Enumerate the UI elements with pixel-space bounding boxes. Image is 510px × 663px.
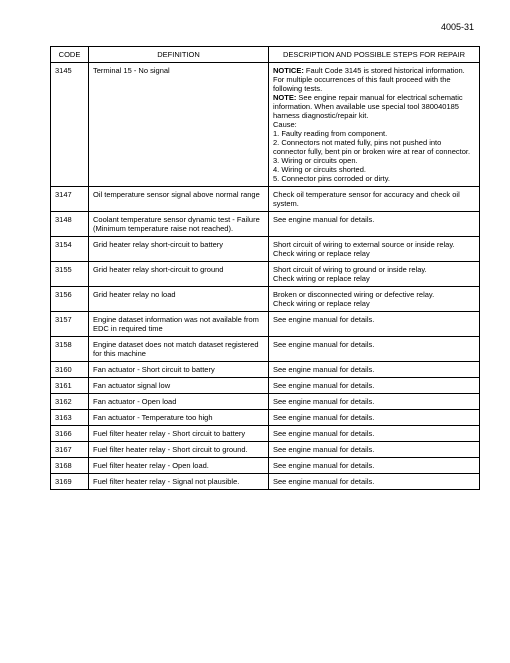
cell-description: See engine manual for details. <box>269 362 480 378</box>
cell-code: 3169 <box>51 474 89 490</box>
cell-code: 3168 <box>51 458 89 474</box>
cause-line: 1. Faulty reading from component. <box>273 129 387 138</box>
header-description: DESCRIPTION AND POSSIBLE STEPS FOR REPAI… <box>269 47 480 63</box>
table-row: 3148Coolant temperature sensor dynamic t… <box>51 212 480 237</box>
cell-code: 3157 <box>51 312 89 337</box>
cell-code: 3154 <box>51 237 89 262</box>
table-row: 3167Fuel filter heater relay - Short cir… <box>51 442 480 458</box>
table-row: 3168Fuel filter heater relay - Open load… <box>51 458 480 474</box>
cell-code: 3160 <box>51 362 89 378</box>
cell-definition: Engine dataset does not match dataset re… <box>89 337 269 362</box>
cell-definition: Grid heater relay short-circuit to groun… <box>89 262 269 287</box>
cause-line: 5. Connector pins corroded or dirty. <box>273 174 390 183</box>
cell-definition: Fan actuator - Short circuit to battery <box>89 362 269 378</box>
cell-description: See engine manual for details. <box>269 378 480 394</box>
cell-definition: Fan actuator signal low <box>89 378 269 394</box>
cell-description: NOTICE: Fault Code 3145 is stored histor… <box>269 63 480 187</box>
cell-description: See engine manual for details. <box>269 474 480 490</box>
cell-definition: Fuel filter heater relay - Open load. <box>89 458 269 474</box>
note-text: See engine repair manual for electrical … <box>273 93 463 120</box>
table-row: 3169Fuel filter heater relay - Signal no… <box>51 474 480 490</box>
cell-definition: Fan actuator - Open load <box>89 394 269 410</box>
cell-description: See engine manual for details. <box>269 337 480 362</box>
table-row: 3160Fan actuator - Short circuit to batt… <box>51 362 480 378</box>
header-definition: DEFINITION <box>89 47 269 63</box>
page: 4005-31 CODE DEFINITION DESCRIPTION AND … <box>0 0 510 663</box>
table-row: 3166Fuel filter heater relay - Short cir… <box>51 426 480 442</box>
cell-code: 3158 <box>51 337 89 362</box>
cell-code: 3156 <box>51 287 89 312</box>
cause-line: 3. Wiring or circuits open. <box>273 156 358 165</box>
cell-description: Short circuit of wiring to external sour… <box>269 237 480 262</box>
cell-description: See engine manual for details. <box>269 426 480 442</box>
cause-label: Cause: <box>273 120 297 129</box>
cell-definition: Fuel filter heater relay - Signal not pl… <box>89 474 269 490</box>
cell-description: See engine manual for details. <box>269 394 480 410</box>
table-row: 3147Oil temperature sensor signal above … <box>51 187 480 212</box>
cell-description: Short circuit of wiring to ground or ins… <box>269 262 480 287</box>
cell-description: See engine manual for details. <box>269 212 480 237</box>
cell-code: 3163 <box>51 410 89 426</box>
cell-code: 3162 <box>51 394 89 410</box>
note-label: NOTE: <box>273 93 296 102</box>
table-row: 3158Engine dataset does not match datase… <box>51 337 480 362</box>
cell-description: See engine manual for details. <box>269 458 480 474</box>
cell-code: 3166 <box>51 426 89 442</box>
table-header-row: CODE DEFINITION DESCRIPTION AND POSSIBLE… <box>51 47 480 63</box>
cell-definition: Engine dataset information was not avail… <box>89 312 269 337</box>
cell-definition: Terminal 15 - No signal <box>89 63 269 187</box>
cell-description: Check oil temperature sensor for accurac… <box>269 187 480 212</box>
table-row: 3157Engine dataset information was not a… <box>51 312 480 337</box>
cell-definition: Oil temperature sensor signal above norm… <box>89 187 269 212</box>
table-row: 3161Fan actuator signal lowSee engine ma… <box>51 378 480 394</box>
cell-definition: Coolant temperature sensor dynamic test … <box>89 212 269 237</box>
table-row: 3156Grid heater relay no loadBroken or d… <box>51 287 480 312</box>
page-number: 4005-31 <box>441 22 474 32</box>
cause-line: 4. Wiring or circuits shorted. <box>273 165 366 174</box>
cell-definition: Grid heater relay short-circuit to batte… <box>89 237 269 262</box>
cell-description: See engine manual for details. <box>269 410 480 426</box>
cell-code: 3161 <box>51 378 89 394</box>
cell-description: Broken or disconnected wiring or defecti… <box>269 287 480 312</box>
cell-description: See engine manual for details. <box>269 312 480 337</box>
notice-label: NOTICE: <box>273 66 304 75</box>
cell-definition: Fuel filter heater relay - Short circuit… <box>89 426 269 442</box>
table-row: 3145 Terminal 15 - No signal NOTICE: Fau… <box>51 63 480 187</box>
table-row: 3162Fan actuator - Open loadSee engine m… <box>51 394 480 410</box>
cell-code: 3155 <box>51 262 89 287</box>
cause-line: 2. Connectors not mated fully, pins not … <box>273 138 470 156</box>
cell-code: 3147 <box>51 187 89 212</box>
cell-description: See engine manual for details. <box>269 442 480 458</box>
cell-definition: Fuel filter heater relay - Short circuit… <box>89 442 269 458</box>
cell-definition: Grid heater relay no load <box>89 287 269 312</box>
fault-code-table: CODE DEFINITION DESCRIPTION AND POSSIBLE… <box>50 46 480 490</box>
table-row: 3163Fan actuator - Temperature too highS… <box>51 410 480 426</box>
cell-definition: Fan actuator - Temperature too high <box>89 410 269 426</box>
header-code: CODE <box>51 47 89 63</box>
cell-code: 3145 <box>51 63 89 187</box>
table-row: 3154Grid heater relay short-circuit to b… <box>51 237 480 262</box>
cell-code: 3148 <box>51 212 89 237</box>
table-row: 3155Grid heater relay short-circuit to g… <box>51 262 480 287</box>
cell-code: 3167 <box>51 442 89 458</box>
